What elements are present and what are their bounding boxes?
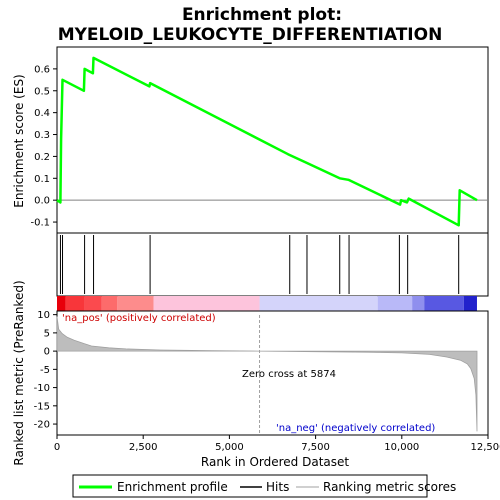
metric-panel	[56, 310, 489, 436]
legend-entry-ranking: Ranking metric scores	[323, 480, 456, 494]
legend-entry-enrichment: Enrichment profile	[117, 480, 228, 494]
heatmap-segment	[463, 296, 477, 311]
metric-y-tick-label: -5	[40, 365, 50, 376]
x-tick-label: 5,000	[215, 442, 244, 453]
metric-y-tick-label: -15	[34, 401, 50, 412]
heatmap-segment	[259, 296, 378, 311]
heatmap-segment	[412, 296, 425, 311]
legend-box	[72, 474, 428, 498]
es-y-tick-label: 0.5	[34, 86, 50, 97]
neg-label: 'na_neg' (negatively correlated)	[276, 423, 435, 434]
metric-y-tick-label: 0	[44, 347, 50, 358]
x-tick-label: 0	[54, 442, 60, 453]
metric-y-tick-label: -20	[34, 420, 50, 431]
es-y-tick-label: 0.4	[34, 108, 50, 119]
chart-title-line2: MYELOID_LEUKOCYTE_DIFFERENTIATION	[58, 25, 443, 45]
heatmap-segment	[84, 296, 102, 311]
legend: Enrichment profile Hits Ranking metric s…	[72, 474, 456, 498]
x-tick-label: 7,500	[301, 442, 330, 453]
x-tick-label: 2,500	[129, 442, 158, 453]
enrichment-profile-line	[56, 56, 478, 227]
es-y-tick-label: 0.6	[34, 64, 50, 75]
legend-entry-hits: Hits	[266, 480, 289, 494]
zero-cross-label: Zero cross at 5874	[242, 369, 336, 380]
metric-y-tick-label: 10	[37, 310, 50, 321]
chart-title-line1: Enrichment plot:	[182, 5, 342, 25]
es-y-tick-label: 0.3	[34, 130, 50, 141]
y-axis-label-bottom: Ranked list metric (PreRanked)	[12, 280, 26, 465]
metric-y-tick-label: 5	[44, 328, 50, 339]
es-y-tick-label: 0.1	[34, 174, 50, 185]
hits-panel	[56, 232, 489, 297]
es-y-tick-label: 0.0	[34, 196, 50, 207]
heatmap-segment	[101, 296, 118, 311]
x-tick-label: 12,500	[471, 442, 500, 453]
es-y-tick-label: 0.2	[34, 152, 50, 163]
ranking-metric-area	[56, 316, 478, 432]
x-axis-label: Rank in Ordered Dataset	[201, 455, 349, 469]
heatmap-segment	[377, 296, 413, 311]
heatmap-segment	[424, 296, 464, 311]
ranking-heatmap	[57, 296, 477, 311]
y-axis-label-top: Enrichment score (ES)	[12, 74, 26, 207]
heatmap-segment	[117, 296, 154, 311]
heatmap-segment	[57, 296, 66, 311]
heatmap-segment	[65, 296, 85, 311]
x-tick-label: 10,000	[384, 442, 419, 453]
heatmap-segment	[153, 296, 260, 311]
es-y-tick-label: -0.1	[30, 218, 50, 229]
pos-label: 'na_pos' (positively correlated)	[62, 313, 216, 324]
metric-y-tick-label: -10	[34, 383, 50, 394]
